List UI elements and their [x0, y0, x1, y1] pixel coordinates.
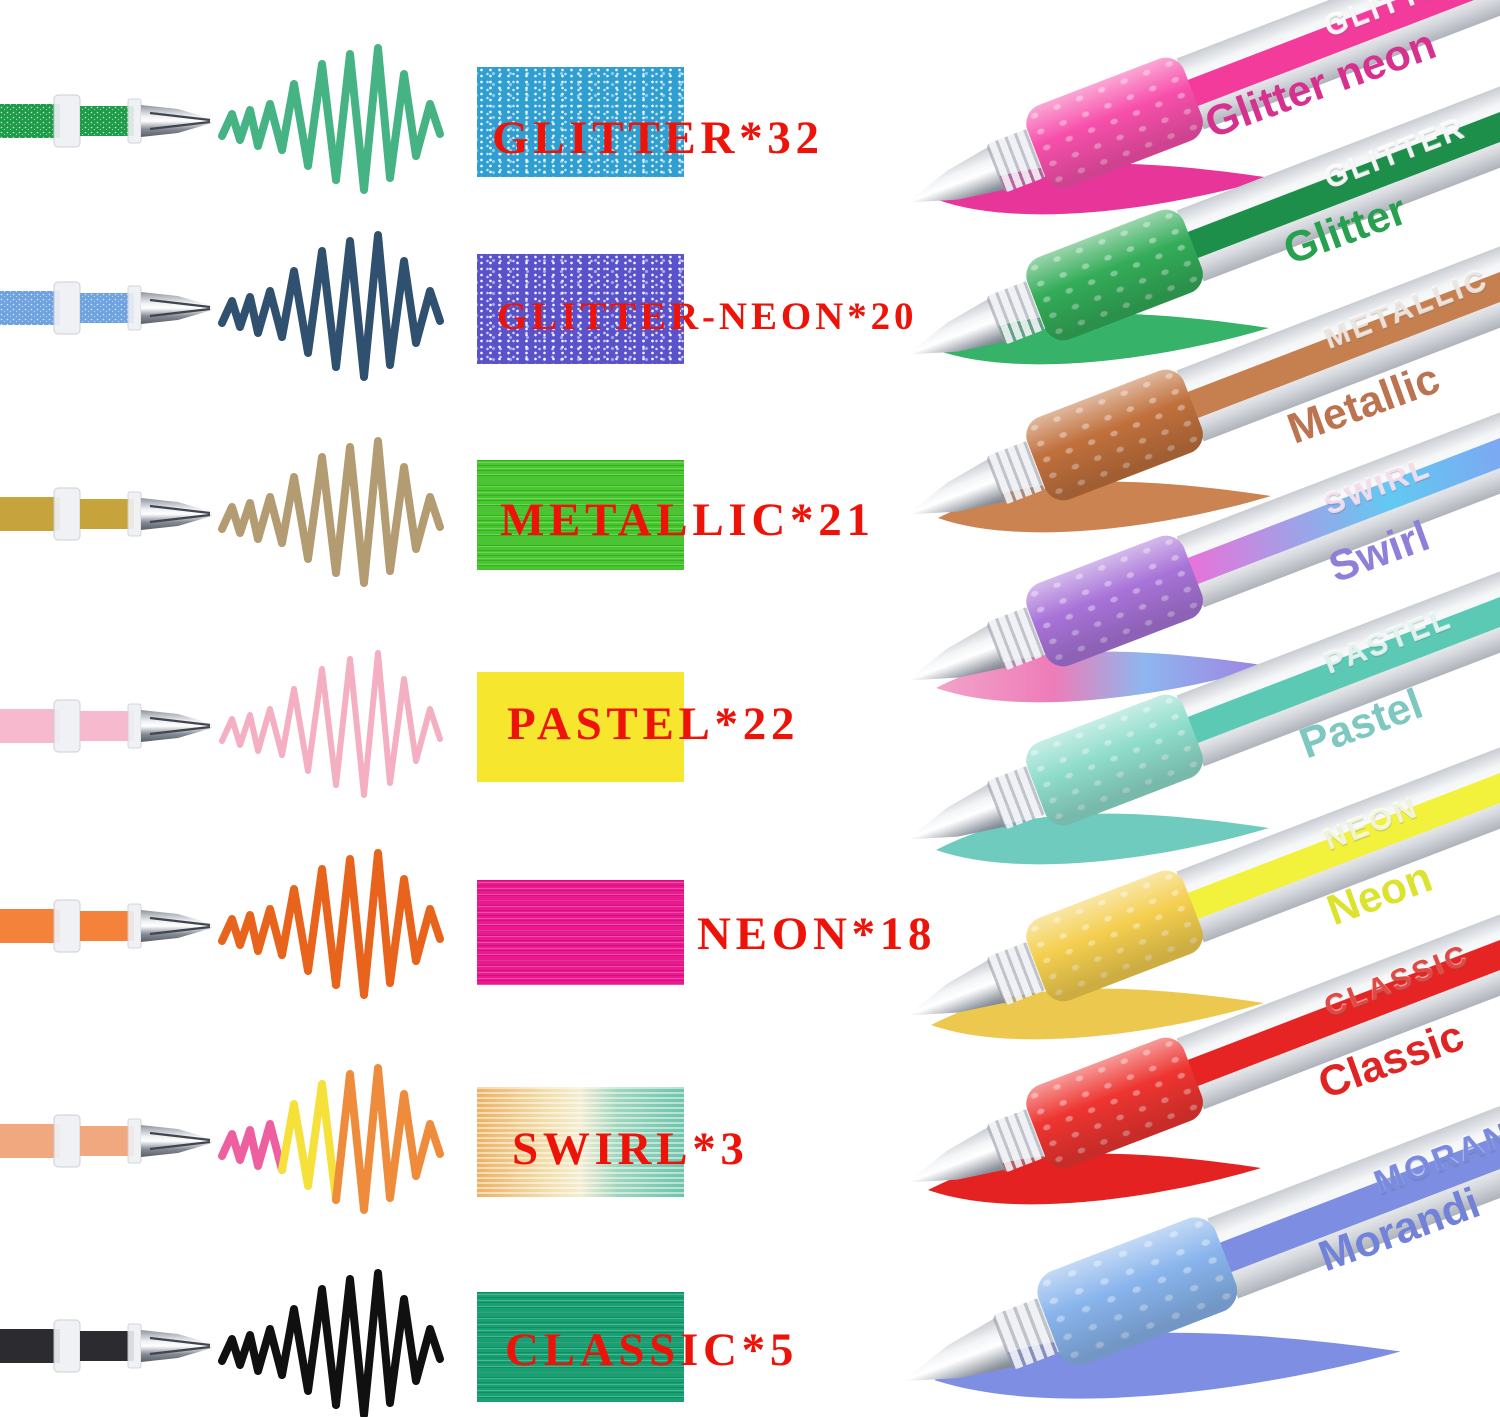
- row-pastel: PASTEL*22: [0, 625, 960, 825]
- ink-scribble-sample: [218, 1064, 444, 1214]
- ink-scribble-sample: [218, 231, 444, 381]
- type-count-label: SWIRL*3: [512, 1123, 749, 1175]
- row-glitter: GLITTER*32: [0, 20, 960, 220]
- ink-scribble-sample: [218, 1269, 444, 1417]
- ink-scribble-sample: [218, 44, 444, 194]
- ink-scribble-sample: [219, 650, 443, 798]
- row-glitter-neon: GLITTER-NEON*20: [0, 207, 960, 407]
- color-swatch: [477, 880, 684, 985]
- refill-tip-graphic: [0, 487, 212, 541]
- refill-tip-graphic: [0, 1114, 212, 1168]
- color-swatch: [477, 1292, 684, 1402]
- type-count-label: NEON*18: [697, 908, 937, 960]
- type-count-label: CLASSIC*5: [505, 1324, 799, 1376]
- color-swatch: [477, 672, 684, 782]
- color-swatch: [477, 254, 684, 364]
- type-count-label: GLITTER*32: [492, 112, 824, 164]
- color-swatch: [477, 1087, 684, 1197]
- ink-scribble-sample: [218, 437, 444, 587]
- type-count-label: PASTEL*22: [507, 698, 800, 750]
- color-swatch: [477, 67, 684, 177]
- row-neon: NEON*18: [0, 825, 960, 1025]
- color-swatch: [477, 460, 684, 570]
- refill-tip-graphic: [0, 281, 212, 335]
- refill-tip-graphic: [0, 699, 212, 753]
- row-swirl: SWIRL*3: [0, 1040, 960, 1240]
- row-metallic: METALLIC*21: [0, 413, 960, 613]
- swoosh-pastel: [936, 813, 1269, 865]
- ink-scribble-sample: [218, 849, 444, 999]
- type-count-label: METALLIC*21: [500, 494, 875, 546]
- refill-tip-graphic: [0, 899, 212, 953]
- refill-tip-graphic: [0, 1319, 212, 1373]
- type-count-label: GLITTER-NEON*20: [497, 295, 918, 338]
- row-classic: CLASSIC*5: [0, 1245, 960, 1417]
- refill-tip-graphic: [0, 94, 212, 148]
